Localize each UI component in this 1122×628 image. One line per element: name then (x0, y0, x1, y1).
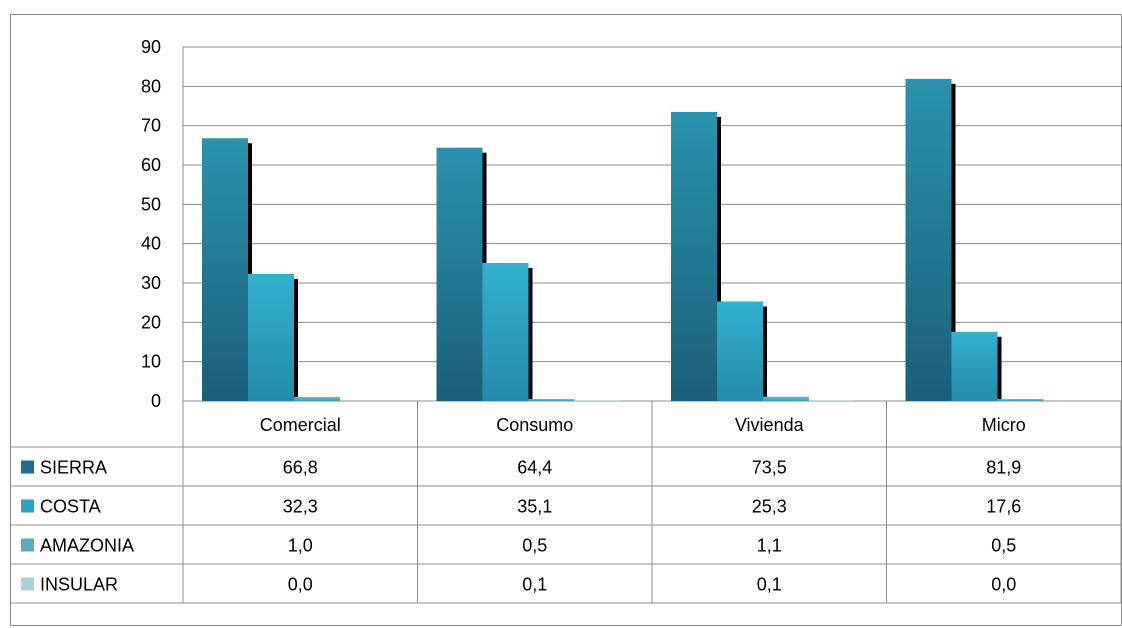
y-tick-label-50: 50 (141, 194, 161, 214)
legend-key-sierra (21, 460, 34, 474)
bar-amazonia-comercial-face (294, 397, 340, 401)
bar-costa-vivienda-face (717, 301, 763, 401)
legend-key-costa (21, 499, 34, 513)
bar-amazonia-comercial (294, 397, 340, 401)
category-label-micro: Micro (982, 415, 1026, 435)
legend-key-insular (21, 577, 34, 591)
bar-sierra-micro-shadow (950, 83, 956, 402)
y-tick-label-90: 90 (141, 37, 161, 57)
y-tick-label-10: 10 (141, 352, 161, 372)
bar-costa-consumo-face (482, 262, 529, 401)
data-label-amazonia-vivienda: 1,1 (757, 536, 782, 556)
data-label-costa-consumo: 35,1 (517, 497, 552, 517)
bar-sierra-micro (905, 78, 956, 402)
data-label-insular-consumo: 0,1 (522, 575, 547, 595)
bar-sierra-comercial-shadow (247, 143, 252, 401)
bar-sierra-micro-face (905, 78, 952, 402)
bar-amazonia-vivienda (763, 396, 809, 401)
bar-amazonia-micro-face (997, 399, 1044, 401)
bar-sierra-comercial-face (202, 138, 248, 401)
data-label-sierra-vivienda: 73,5 (752, 458, 787, 478)
bar-costa-vivienda-shadow (762, 306, 767, 401)
y-tick-label-60: 60 (141, 155, 161, 175)
category-label-comercial: Comercial (260, 415, 341, 435)
gridlines (183, 46, 1121, 402)
bar-amazonia-consumo-face (528, 399, 575, 401)
y-tick-label-70: 70 (141, 116, 161, 136)
data-label-costa-vivienda: 25,3 (752, 497, 787, 517)
legend-label-sierra: SIERRA (40, 458, 107, 478)
data-label-costa-micro: 17,6 (986, 497, 1021, 517)
data-label-sierra-micro: 81,9 (986, 458, 1021, 478)
bar-sierra-comercial (202, 138, 252, 401)
legend-label-costa: COSTA (40, 497, 101, 517)
data-label-amazonia-consumo: 0,5 (522, 536, 547, 556)
bar-sierra-vivienda-shadow (716, 116, 721, 402)
data-label-sierra-consumo: 64,4 (517, 458, 552, 478)
y-tick-label-80: 80 (141, 76, 161, 96)
bar-chart-with-data-table: 0 10 20 30 40 50 60 70 80 90 Comercial Consumo Vivi… (11, 37, 1121, 604)
data-label-sierra-comercial: 66,8 (283, 458, 318, 478)
y-axis: 0 10 20 30 40 50 60 70 80 90 (141, 37, 184, 411)
y-tick-label-0: 0 (151, 391, 161, 411)
category-label-consumo: Consumo (496, 415, 573, 435)
bar-costa-consumo-shadow (527, 267, 533, 401)
bar-costa-micro-face (951, 331, 998, 401)
data-label-amazonia-comercial: 1,0 (288, 536, 313, 556)
bar-costa-comercial (248, 273, 298, 401)
bar-costa-consumo (482, 262, 533, 401)
bar-amazonia-consumo (528, 399, 575, 401)
bar-sierra-vivienda-face (671, 111, 717, 402)
chart-frame: 0 10 20 30 40 50 60 70 80 90 Comercial Consumo Vivi… (10, 14, 1122, 626)
data-label-insular-comercial: 0,0 (288, 575, 313, 595)
bar-amazonia-vivienda-face (763, 396, 809, 401)
bar-sierra-consumo-face (436, 147, 483, 401)
data-table: Comercial Consumo Vivienda Micro SIERRA 66,8 6… (11, 401, 1121, 604)
bar-costa-micro-shadow (996, 336, 1002, 401)
bar-sierra-consumo (436, 147, 487, 401)
legend-label-insular: INSULAR (40, 575, 118, 595)
bars (202, 78, 1044, 402)
bar-costa-comercial-face (248, 273, 294, 401)
bar-sierra-vivienda (671, 111, 721, 402)
y-tick-label-20: 20 (141, 312, 161, 332)
category-label-vivienda: Vivienda (735, 415, 805, 435)
bar-costa-comercial-shadow (293, 278, 298, 401)
legend-key-amazonia (21, 538, 34, 552)
data-label-insular-micro: 0,0 (991, 575, 1016, 595)
bar-costa-micro (951, 331, 1002, 401)
data-label-insular-vivienda: 0,1 (757, 575, 782, 595)
data-label-costa-comercial: 32,3 (283, 497, 318, 517)
bar-costa-vivienda (717, 301, 767, 401)
bar-amazonia-micro (997, 399, 1044, 401)
y-tick-label-40: 40 (141, 234, 161, 254)
data-label-amazonia-micro: 0,5 (991, 536, 1016, 556)
legend-label-amazonia: AMAZONIA (40, 536, 134, 556)
y-tick-label-30: 30 (141, 273, 161, 293)
